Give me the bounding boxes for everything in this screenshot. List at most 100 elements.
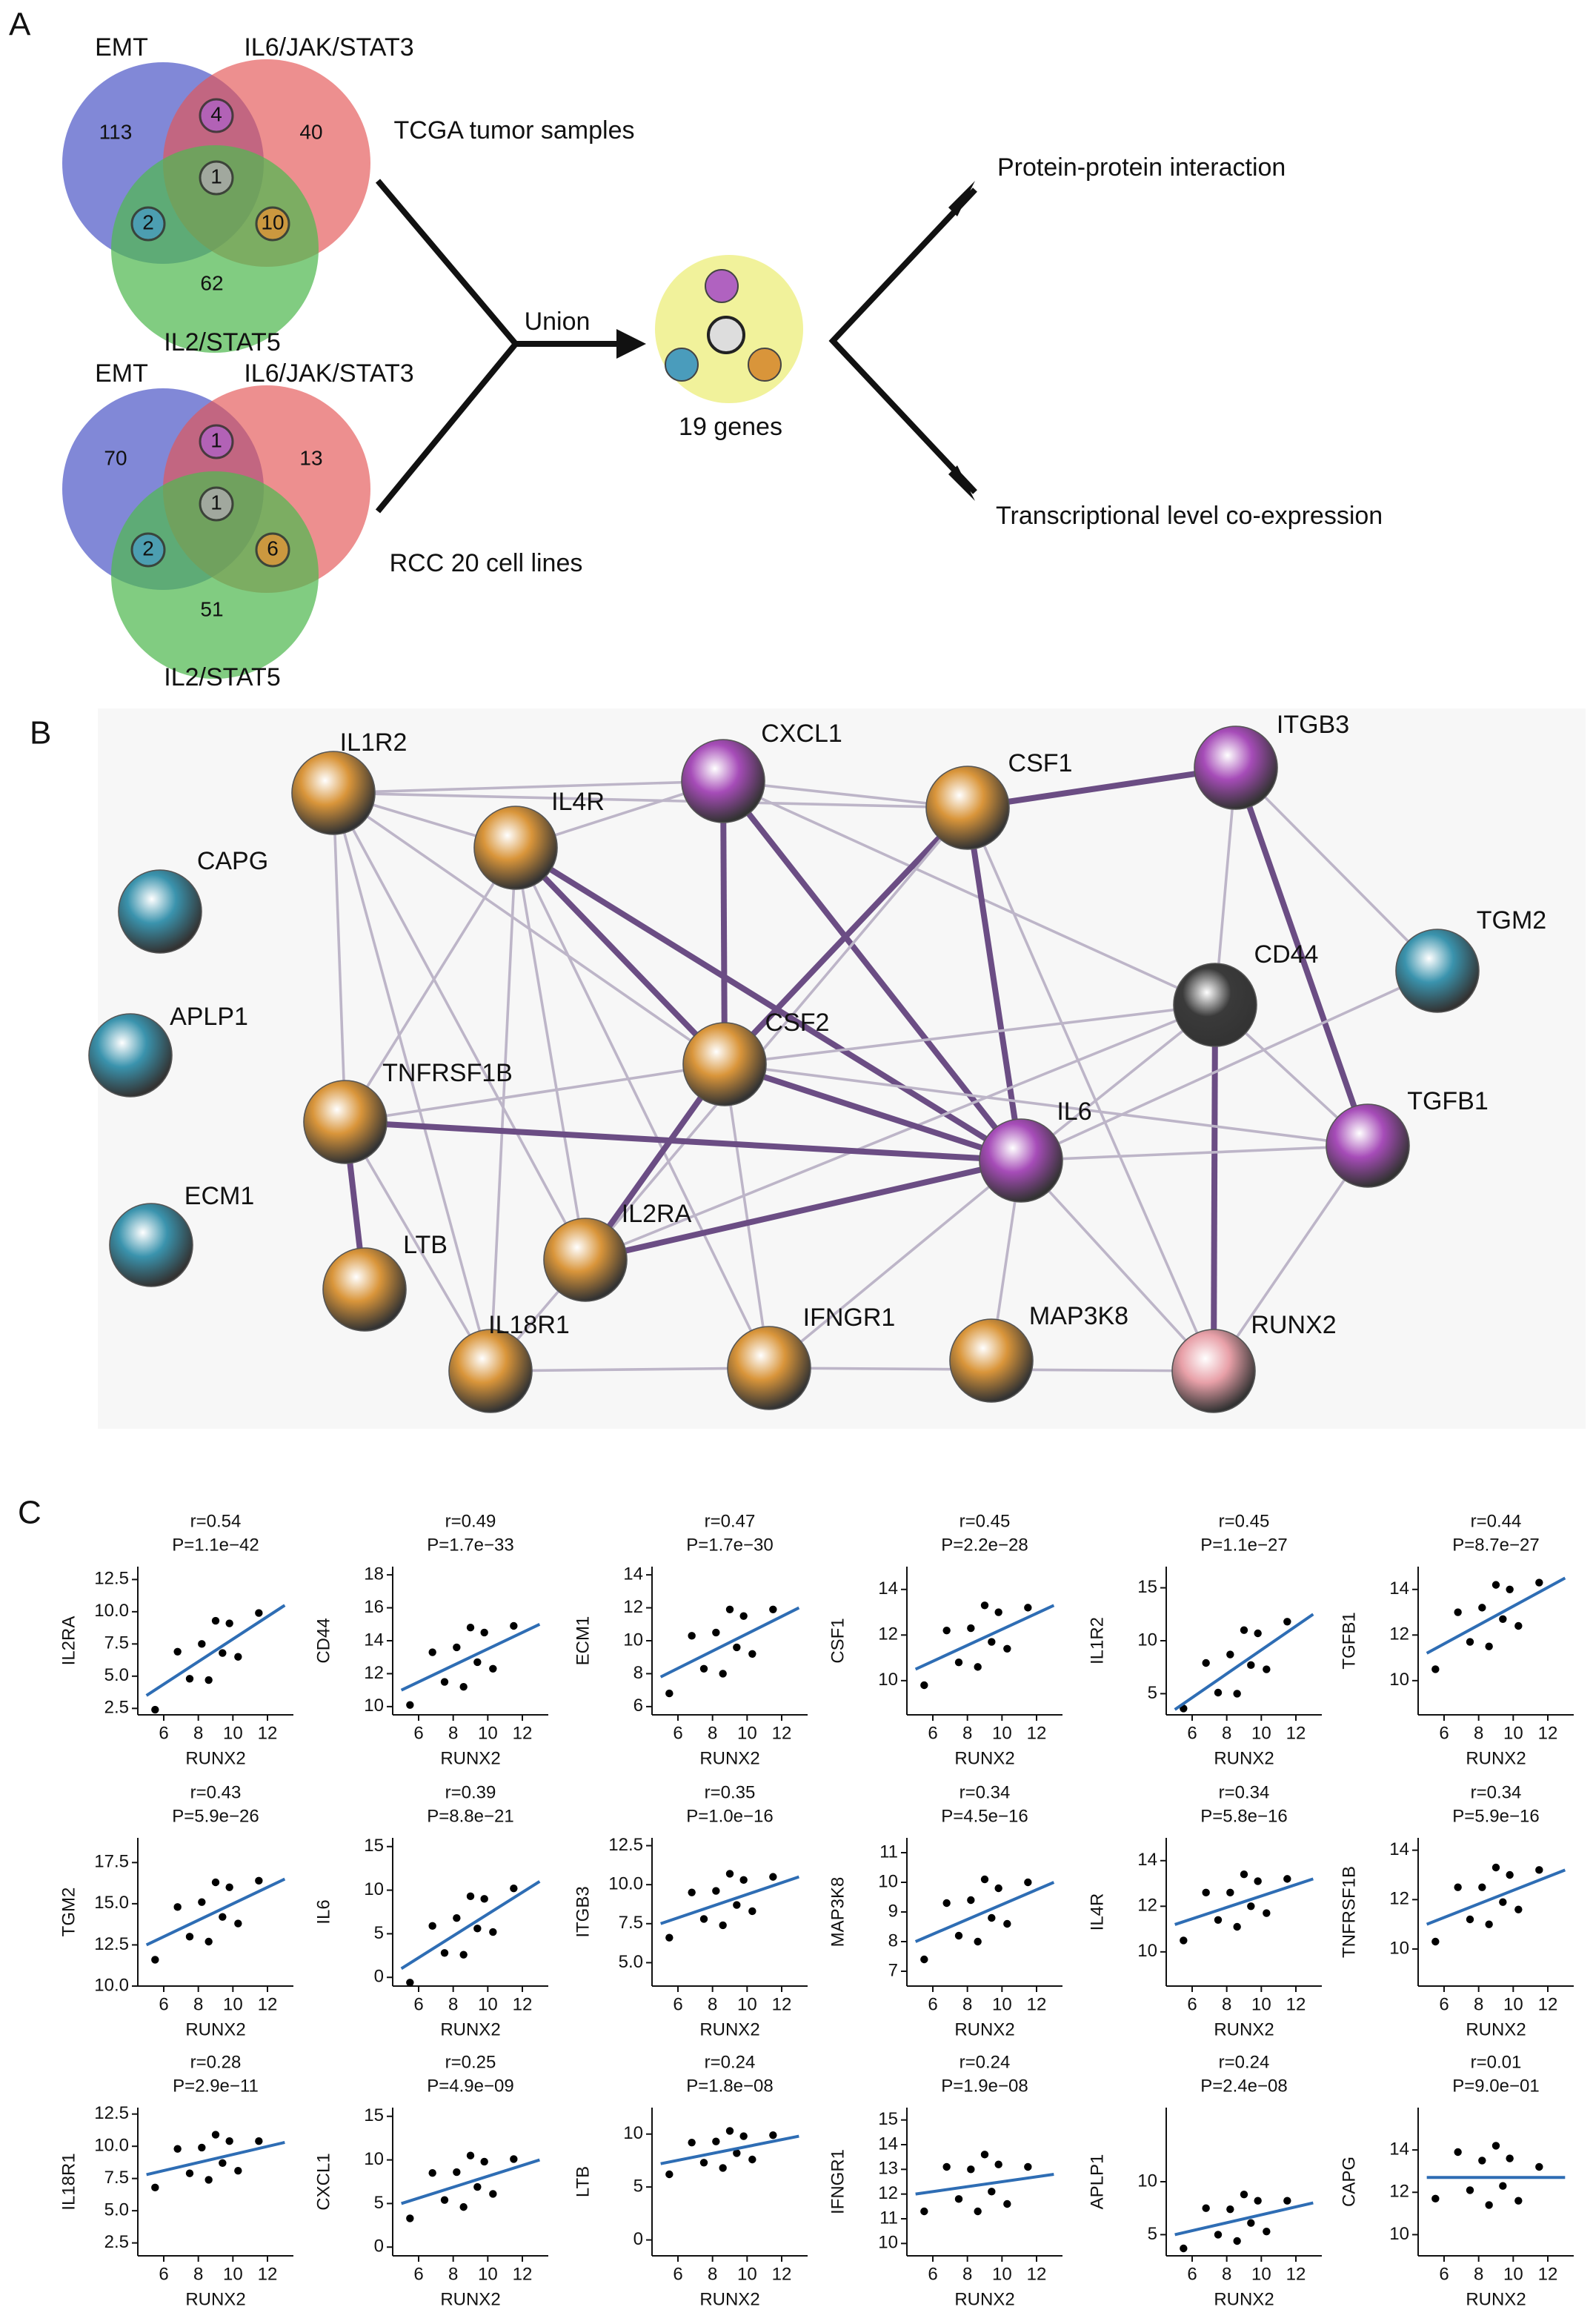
chart-title: r=0.54 — [190, 1511, 242, 1531]
chart-subtitle: P=1.8e−08 — [686, 2076, 773, 2096]
network-node — [543, 1218, 628, 1302]
x-tick-label: 12 — [1538, 1723, 1558, 1743]
x-tick-label: 12 — [258, 1723, 278, 1743]
x-tick-label: 12 — [772, 2264, 792, 2284]
chart-subtitle: P=1.1e−27 — [1200, 1535, 1287, 1555]
y-axis-label: TGM2 — [59, 1888, 79, 1937]
panel-label: A — [9, 7, 31, 43]
chart-title: r=0.28 — [190, 2052, 242, 2072]
scatter-point — [988, 1638, 996, 1646]
x-axis-label: RUNX2 — [1466, 1748, 1526, 1768]
scatter-point — [480, 1628, 488, 1637]
y-axis-label: ECM1 — [573, 1616, 593, 1666]
y-tick-label: 10.0 — [94, 2136, 129, 2156]
y-tick-label: 14 — [1137, 1850, 1157, 1870]
set-count: 1 — [210, 491, 222, 514]
network-edge — [333, 780, 724, 794]
node-label: IFNGR1 — [803, 1304, 896, 1332]
scatter-point — [428, 1648, 436, 1656]
scatter-point — [1478, 1604, 1486, 1612]
scatter-point — [440, 1949, 449, 1957]
x-tick-label: 8 — [193, 1723, 203, 1743]
y-tick-label: 7.5 — [104, 1633, 129, 1653]
fit-line — [1426, 1576, 1566, 1655]
scatter-point — [151, 2183, 159, 2192]
x-tick-label: 10 — [992, 1994, 1012, 2014]
x-axis-label: RUNX2 — [699, 2289, 759, 2309]
network-edge — [1211, 1004, 1218, 1372]
network-edge — [1020, 1159, 1215, 1372]
scatter-point — [739, 1612, 748, 1620]
scatter-point — [204, 1937, 213, 1946]
scatter-point — [234, 2167, 242, 2175]
set-count: 2 — [142, 537, 154, 560]
scatter-point — [980, 1601, 989, 1610]
y-tick-label: 6 — [633, 1696, 643, 1716]
scatter-panel: r=0.24 P=2.4e−08 RUNX2 APLP1 6 8 10 12 5 10 — [1087, 2052, 1322, 2309]
chart-title: r=0.24 — [960, 2052, 1011, 2072]
y-tick-label: 18 — [364, 1564, 384, 1584]
set-count: 1 — [210, 165, 222, 187]
scatter-point — [406, 1979, 414, 1987]
y-tick-label: 8 — [633, 1663, 643, 1683]
network-node — [109, 1203, 193, 1287]
node-label: LTB — [403, 1231, 448, 1259]
network-edge — [722, 806, 970, 1066]
scatter-point — [225, 1619, 233, 1627]
set-count: 40 — [299, 120, 322, 143]
x-tick-label: 10 — [737, 1994, 757, 2014]
network-edge — [1234, 766, 1439, 972]
scatter-point — [173, 2145, 182, 2153]
node-label: CSF2 — [765, 1009, 830, 1037]
scatter-panel: r=0.47 P=1.7e−30 RUNX2 ECM1 6 8 10 12 6 8 10 12 14 — [573, 1511, 808, 1768]
y-tick-label: 10 — [1389, 2224, 1409, 2244]
chart-subtitle: P=4.5e−16 — [941, 1806, 1028, 1826]
node-label: CXCL1 — [761, 720, 842, 748]
y-tick-label: 2.5 — [104, 2232, 129, 2252]
scatter-panel: r=0.43 P=5.9e−26 RUNX2 TGM2 6 8 10 12 10.0 12.5 15… — [59, 1782, 293, 2039]
x-tick-label: 6 — [1439, 2264, 1449, 2284]
x-axis-label: RUNX2 — [699, 1748, 759, 1768]
scatter-point — [769, 1605, 777, 1613]
network-edge — [1212, 1144, 1369, 1372]
y-tick-label: 14 — [1389, 1578, 1409, 1598]
x-axis-label: RUNX2 — [954, 1748, 1014, 1768]
scatter-panel: r=0.24 P=1.9e−08 RUNX2 IFNGR1 6 8 10 12 10 11 12 13… — [828, 2052, 1062, 2309]
scatter-point — [974, 1663, 982, 1671]
y-tick-label: 13 — [878, 2159, 898, 2179]
y-tick-label: 16 — [364, 1597, 384, 1617]
y-axis-label: TNFRSF1B — [1339, 1866, 1359, 1958]
network-node — [448, 1329, 533, 1413]
y-tick-label: 8 — [888, 1930, 898, 1950]
network-node — [1326, 1103, 1410, 1188]
y-axis-label: MAP3K8 — [828, 1877, 848, 1948]
y-tick-label: 15 — [364, 1836, 384, 1856]
network-edge — [966, 807, 1215, 1372]
scatter-point — [1506, 1870, 1514, 1879]
set-label: EMT — [95, 33, 148, 62]
y-tick-label: 0 — [374, 1967, 384, 1987]
scatter-point — [211, 1878, 220, 1887]
chart-title: r=0.45 — [960, 1511, 1011, 1531]
y-tick-label: 10 — [878, 2233, 898, 2253]
union-label: Union — [525, 308, 591, 336]
scatter-point — [204, 1676, 213, 1684]
scatter-point — [733, 1901, 741, 1909]
scatter-point — [1263, 1665, 1271, 1673]
scatter-point — [1514, 1621, 1523, 1630]
fit-line — [146, 2141, 285, 2177]
scatter-point — [1214, 1916, 1223, 1924]
y-tick-label: 15.0 — [94, 1893, 129, 1913]
x-tick-label: 8 — [1222, 1723, 1231, 1743]
scatter-point — [967, 2165, 975, 2174]
node-label: TNFRSF1B — [382, 1059, 513, 1087]
x-tick-label: 12 — [772, 1994, 792, 2014]
scatter-point — [1233, 2237, 1241, 2245]
y-tick-label: 14 — [1389, 2139, 1409, 2159]
y-tick-label: 5 — [374, 2193, 384, 2213]
x-tick-label: 10 — [1503, 1994, 1523, 2014]
x-tick-label: 12 — [772, 1723, 792, 1743]
x-axis-label: RUNX2 — [954, 2019, 1014, 2039]
